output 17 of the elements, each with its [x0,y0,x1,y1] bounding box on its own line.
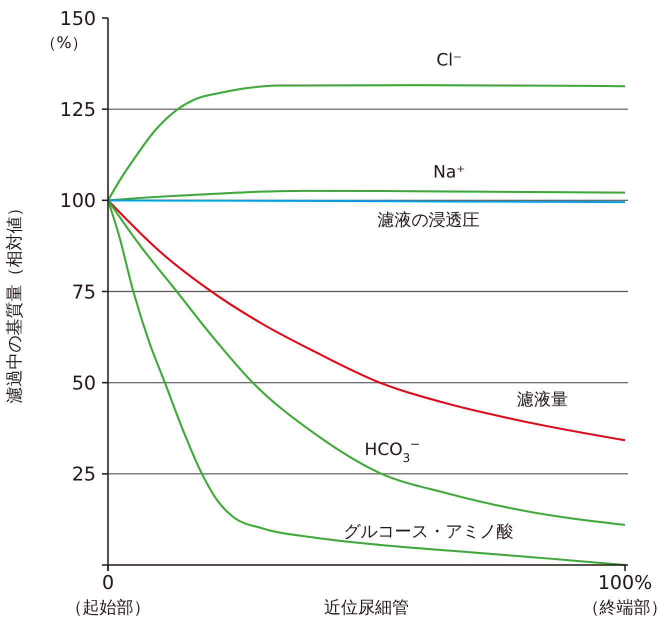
y-tick-label: 100 [60,190,96,212]
y-tick-label: 125 [60,99,96,122]
y-tick-label: 75 [72,281,96,304]
series-label: Cl⁻ [436,50,462,70]
series-label: グルコース・アミノ酸 [344,522,514,542]
y-tick-label: 50 [72,372,96,395]
y-tick-label: 150 [60,8,96,30]
series-label: 濾液量 [516,390,568,410]
y-tick-label: 25 [72,464,96,486]
y-axis-title: 濾過中の基質量（相対値） [5,200,26,404]
text: （%） [40,33,88,52]
series-label: 濾液の浸透圧 [378,210,480,230]
x-tick-label: 0 （起始部） [66,572,150,618]
x-tick-label: 100% （終端部） [582,572,659,618]
series-label: Na⁺ [433,162,466,182]
line-series [107,199,626,442]
x-axis-title: 近位尿細管 [324,598,409,618]
